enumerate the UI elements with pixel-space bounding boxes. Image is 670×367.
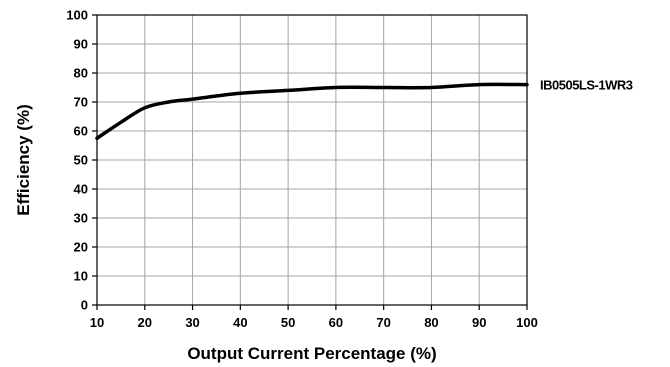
series-line	[95, 82, 529, 140]
x-tick-label: 10	[90, 315, 104, 330]
x-tick-label: 40	[233, 315, 247, 330]
x-tick-label: 70	[376, 315, 390, 330]
x-tick-label: 80	[424, 315, 438, 330]
y-tick-label: 100	[66, 8, 88, 23]
x-tick-label: 100	[516, 315, 538, 330]
x-tick-label: 60	[329, 315, 343, 330]
y-tick-label: 80	[74, 66, 88, 81]
x-tick-label: 20	[138, 315, 152, 330]
y-tick-label: 30	[74, 211, 88, 226]
y-tick-label: 0	[81, 298, 88, 313]
series-label: IB0505LS-1WR3	[540, 78, 633, 93]
series-layer: IB0505LS-1WR3	[95, 78, 633, 140]
y-tick-label: 40	[74, 182, 88, 197]
y-tick-label: 20	[74, 240, 88, 255]
x-tick-label: 30	[185, 315, 199, 330]
y-axis-label: Efficiency (%)	[14, 104, 33, 215]
x-axis-label: Output Current Percentage (%)	[187, 344, 436, 363]
x-tick-label: 90	[472, 315, 486, 330]
y-tick-label: 90	[74, 37, 88, 52]
y-tick-label: 50	[74, 153, 88, 168]
grid	[97, 15, 527, 305]
y-tick-label: 70	[74, 95, 88, 110]
y-tick-label: 60	[74, 124, 88, 139]
y-tick-label: 10	[74, 269, 88, 284]
x-tick-label: 50	[281, 315, 295, 330]
